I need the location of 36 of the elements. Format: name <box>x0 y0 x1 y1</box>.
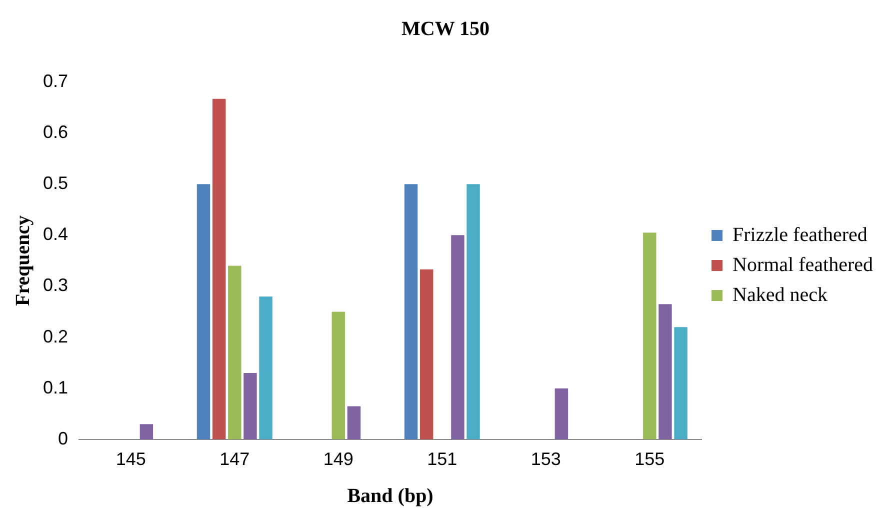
y-tick-label: 0.7 <box>42 70 68 91</box>
y-tick-label: 0.3 <box>42 275 68 296</box>
y-tick-label: 0.4 <box>42 224 68 244</box>
bar <box>244 373 257 440</box>
y-tick-label: 0.6 <box>42 122 68 142</box>
x-tick-label: 153 <box>530 449 561 470</box>
legend-label: Naked neck <box>732 284 828 306</box>
bar <box>674 327 688 440</box>
bar <box>404 184 418 440</box>
bar <box>259 296 272 440</box>
x-tick-label: 145 <box>116 449 146 470</box>
x-tick-label: 155 <box>634 449 665 470</box>
bar <box>466 184 480 440</box>
bar <box>420 269 434 440</box>
bar <box>554 388 568 440</box>
chart-title: MCW 150 <box>402 18 490 40</box>
y-tick-label: 0.5 <box>42 173 68 194</box>
y-tick-label: 0.2 <box>42 326 68 346</box>
bar <box>658 304 672 440</box>
bar <box>212 98 226 440</box>
legend-label: Frizzle feathered <box>732 224 868 246</box>
bar <box>140 424 154 440</box>
x-tick-label: 151 <box>427 449 458 470</box>
y-axis-title: Frequency <box>12 215 34 306</box>
bar <box>196 184 210 440</box>
bar <box>643 232 656 440</box>
x-tick-label: 147 <box>220 449 250 470</box>
y-tick-label: 0.1 <box>42 377 68 398</box>
legend-label: Normal feathered <box>732 254 874 276</box>
bar <box>347 406 361 440</box>
x-axis-title: Band (bp) <box>347 485 434 508</box>
bar <box>332 312 346 440</box>
bar <box>228 266 242 440</box>
x-tick-label: 149 <box>323 449 354 470</box>
bar <box>451 235 464 440</box>
y-tick-label: 0 <box>58 428 68 448</box>
